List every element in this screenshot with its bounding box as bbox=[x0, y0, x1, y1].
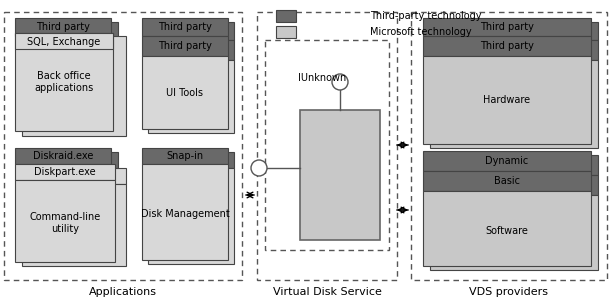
Bar bbox=[142, 18, 228, 36]
Bar bbox=[142, 56, 228, 129]
Bar bbox=[257, 12, 397, 280]
Bar bbox=[300, 110, 380, 240]
Text: Dynamic: Dynamic bbox=[485, 156, 528, 166]
Bar bbox=[423, 151, 591, 171]
Text: Command-line
utility: Command-line utility bbox=[29, 212, 101, 234]
Bar bbox=[423, 56, 591, 144]
Bar bbox=[148, 40, 234, 60]
Bar bbox=[22, 22, 118, 40]
Bar bbox=[148, 60, 234, 133]
Bar bbox=[142, 36, 228, 56]
Bar bbox=[430, 155, 598, 175]
Bar bbox=[430, 175, 598, 195]
Bar bbox=[148, 152, 234, 168]
Bar bbox=[22, 168, 126, 184]
Text: Microsoft technology: Microsoft technology bbox=[370, 27, 471, 37]
Text: Back office
applications: Back office applications bbox=[34, 71, 94, 93]
Text: Third-party technology: Third-party technology bbox=[370, 11, 481, 21]
Circle shape bbox=[251, 160, 267, 176]
Text: UI Tools: UI Tools bbox=[167, 88, 204, 98]
Text: Snap-in: Snap-in bbox=[167, 151, 204, 161]
Text: Applications: Applications bbox=[89, 287, 157, 297]
Bar bbox=[15, 33, 113, 131]
Bar bbox=[15, 164, 115, 180]
Bar bbox=[142, 164, 228, 260]
Text: Disk Management: Disk Management bbox=[140, 209, 229, 219]
Circle shape bbox=[332, 74, 348, 90]
Bar bbox=[148, 22, 234, 40]
Text: Third party: Third party bbox=[480, 41, 534, 51]
Text: SQL, Exchange: SQL, Exchange bbox=[28, 37, 101, 47]
Bar bbox=[22, 184, 126, 266]
Bar bbox=[411, 12, 607, 280]
Text: Diskraid.exe: Diskraid.exe bbox=[33, 151, 93, 161]
Bar bbox=[430, 40, 598, 60]
Text: Hardware: Hardware bbox=[484, 95, 531, 105]
Bar bbox=[276, 26, 296, 38]
Text: Third party: Third party bbox=[158, 41, 212, 51]
Text: VDS providers: VDS providers bbox=[470, 287, 549, 297]
Text: Diskpart.exe: Diskpart.exe bbox=[34, 167, 96, 177]
Text: IUnknown: IUnknown bbox=[298, 73, 346, 83]
Text: Virtual Disk Service: Virtual Disk Service bbox=[273, 287, 381, 297]
Bar bbox=[423, 36, 591, 56]
Text: Third party: Third party bbox=[480, 22, 534, 32]
Bar bbox=[265, 40, 389, 250]
Text: Basic: Basic bbox=[494, 176, 520, 186]
Bar bbox=[148, 168, 234, 264]
Bar bbox=[15, 148, 111, 164]
Bar bbox=[15, 18, 111, 36]
Bar bbox=[430, 60, 598, 148]
Bar bbox=[22, 36, 126, 136]
Bar bbox=[15, 180, 115, 262]
Bar bbox=[15, 33, 113, 49]
Bar bbox=[4, 12, 242, 280]
Text: Third party: Third party bbox=[36, 22, 90, 32]
Bar bbox=[423, 171, 591, 191]
Bar bbox=[430, 195, 598, 270]
Text: Third party: Third party bbox=[158, 22, 212, 32]
Bar bbox=[423, 18, 591, 36]
Bar bbox=[430, 22, 598, 40]
Bar bbox=[22, 152, 118, 168]
Text: Software: Software bbox=[485, 226, 528, 236]
Bar bbox=[276, 10, 296, 22]
Bar bbox=[142, 148, 228, 164]
Bar bbox=[423, 191, 591, 266]
